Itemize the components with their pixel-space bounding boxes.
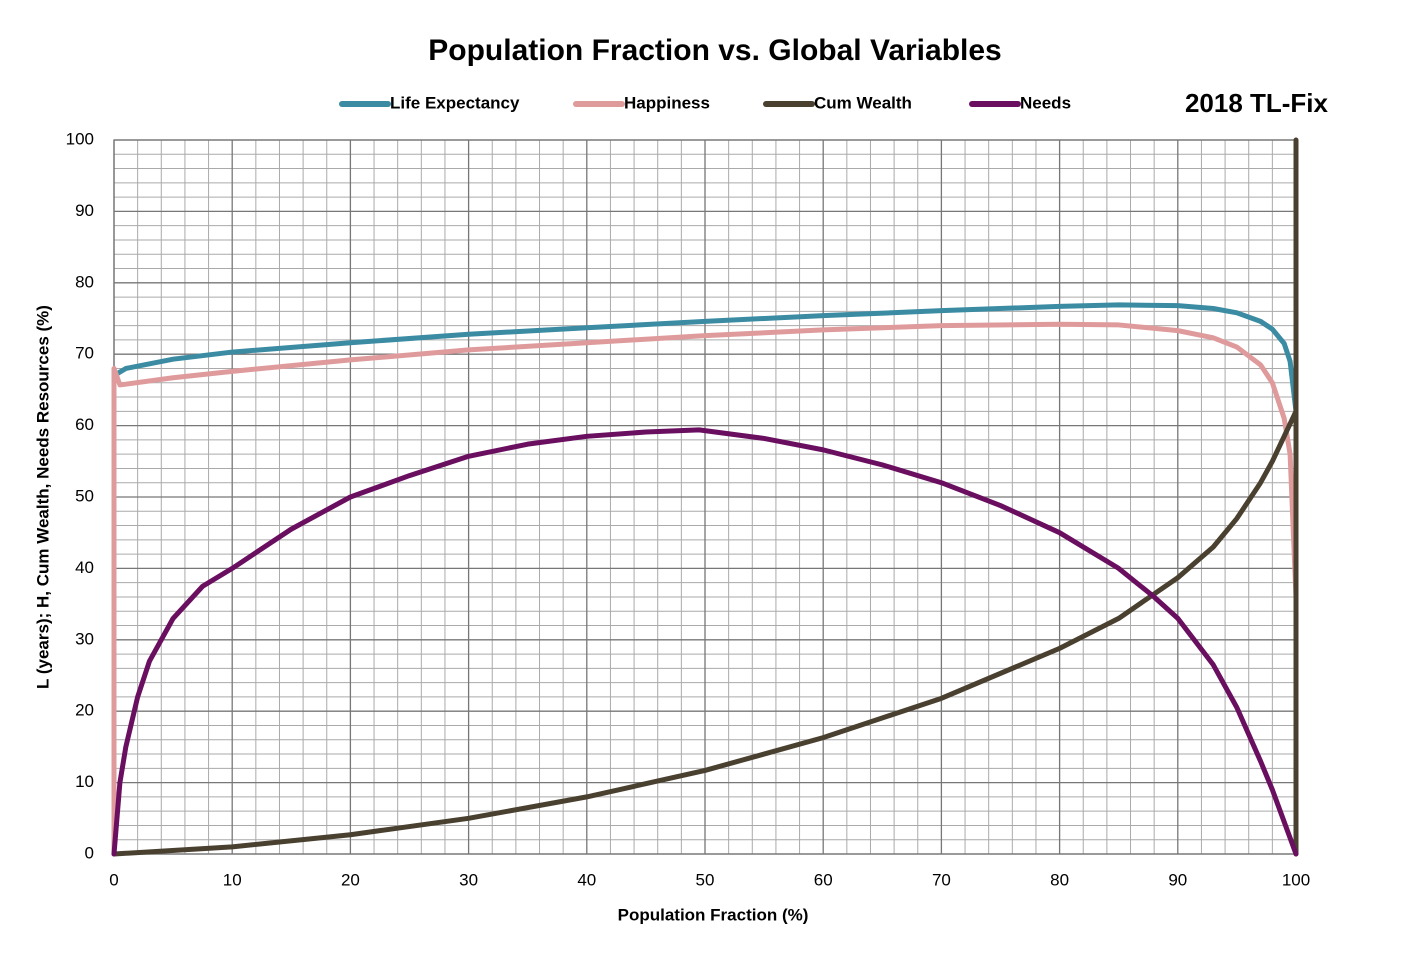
grid xyxy=(113,139,1297,855)
legend-label: Happiness xyxy=(624,93,710,112)
y-tick-label: 50 xyxy=(75,486,94,505)
y-tick-label: 100 xyxy=(66,129,94,148)
x-tick-label: 20 xyxy=(341,870,360,889)
annotation: 2018 TL-Fix xyxy=(1185,88,1329,118)
x-tick-label: 0 xyxy=(109,870,118,889)
y-tick-label: 60 xyxy=(75,415,94,434)
series-line xyxy=(111,137,1299,857)
x-tick-label: 40 xyxy=(577,870,596,889)
x-tick-label: 70 xyxy=(932,870,951,889)
y-tick-label: 70 xyxy=(75,344,94,363)
x-tick-label: 80 xyxy=(1050,870,1069,889)
y-tick-label: 40 xyxy=(75,558,94,577)
x-tick-label: 90 xyxy=(1168,870,1187,889)
x-axis-label: Population Fraction (%) xyxy=(618,905,809,924)
y-tick-label: 0 xyxy=(85,843,94,862)
y-axis-label: L (years); H, Cum Wealth, Needs Resource… xyxy=(33,305,52,689)
y-tick-label: 30 xyxy=(75,629,94,648)
y-tick-label: 90 xyxy=(75,201,94,220)
y-tick-label: 10 xyxy=(75,772,94,791)
x-tick-label: 50 xyxy=(696,870,715,889)
series-line xyxy=(111,321,1299,857)
legend-label: Needs xyxy=(1020,93,1071,112)
x-tick-label: 100 xyxy=(1282,870,1310,889)
series-line xyxy=(111,427,1299,857)
y-tick-label: 20 xyxy=(75,701,94,720)
x-tick-label: 30 xyxy=(459,870,478,889)
chart-title: Population Fraction vs. Global Variables xyxy=(428,34,1001,67)
series-line xyxy=(111,302,1299,414)
x-tick-label: 60 xyxy=(814,870,833,889)
y-tick-label: 80 xyxy=(75,272,94,291)
legend-label: Cum Wealth xyxy=(814,93,912,112)
legend-label: Life Expectancy xyxy=(390,93,520,112)
x-tick-label: 10 xyxy=(223,870,242,889)
